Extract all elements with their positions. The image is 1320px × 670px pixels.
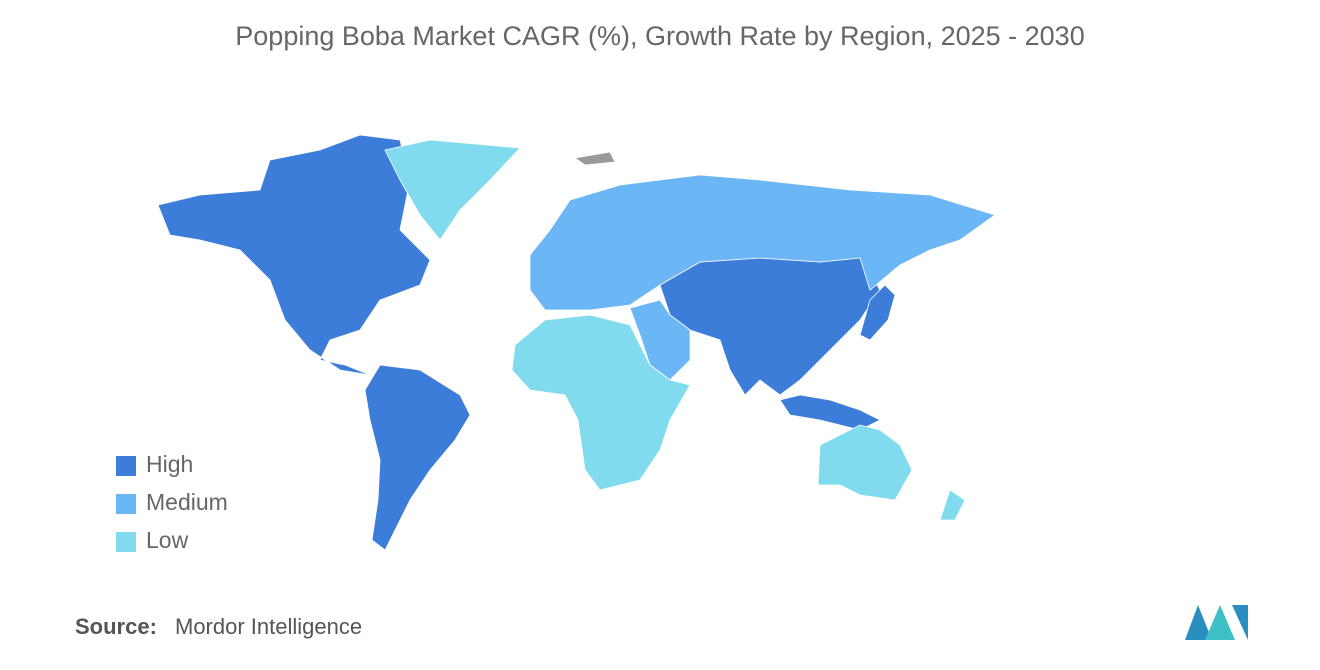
asia-high <box>659 257 881 396</box>
north-america <box>157 134 431 376</box>
new-zealand <box>939 489 966 521</box>
logo-shape <box>1232 605 1248 640</box>
source-label: Source: <box>75 614 157 639</box>
legend-label: Low <box>146 527 189 553</box>
logo-shape <box>1185 605 1212 640</box>
legend: High Medium Low <box>116 451 228 553</box>
map-title: Popping Boba Market CAGR (%), Growth Rat… <box>235 21 1084 51</box>
legend-label: High <box>146 451 193 477</box>
middle-east <box>629 299 691 381</box>
logo <box>1185 605 1248 640</box>
europe-russia <box>529 174 996 311</box>
south-america <box>364 364 471 551</box>
legend-label: Medium <box>146 489 228 515</box>
logo-shape <box>1205 605 1235 640</box>
world-map <box>157 134 996 551</box>
no-data-region <box>573 151 616 166</box>
source-text: Mordor Intelligence <box>175 614 362 639</box>
southeast-asia-islands <box>779 394 881 431</box>
legend-swatch <box>116 532 136 552</box>
greenland <box>384 139 521 241</box>
legend-swatch <box>116 456 136 476</box>
legend-swatch <box>116 494 136 514</box>
australia <box>817 424 913 501</box>
japan <box>859 284 896 341</box>
africa <box>511 314 691 491</box>
